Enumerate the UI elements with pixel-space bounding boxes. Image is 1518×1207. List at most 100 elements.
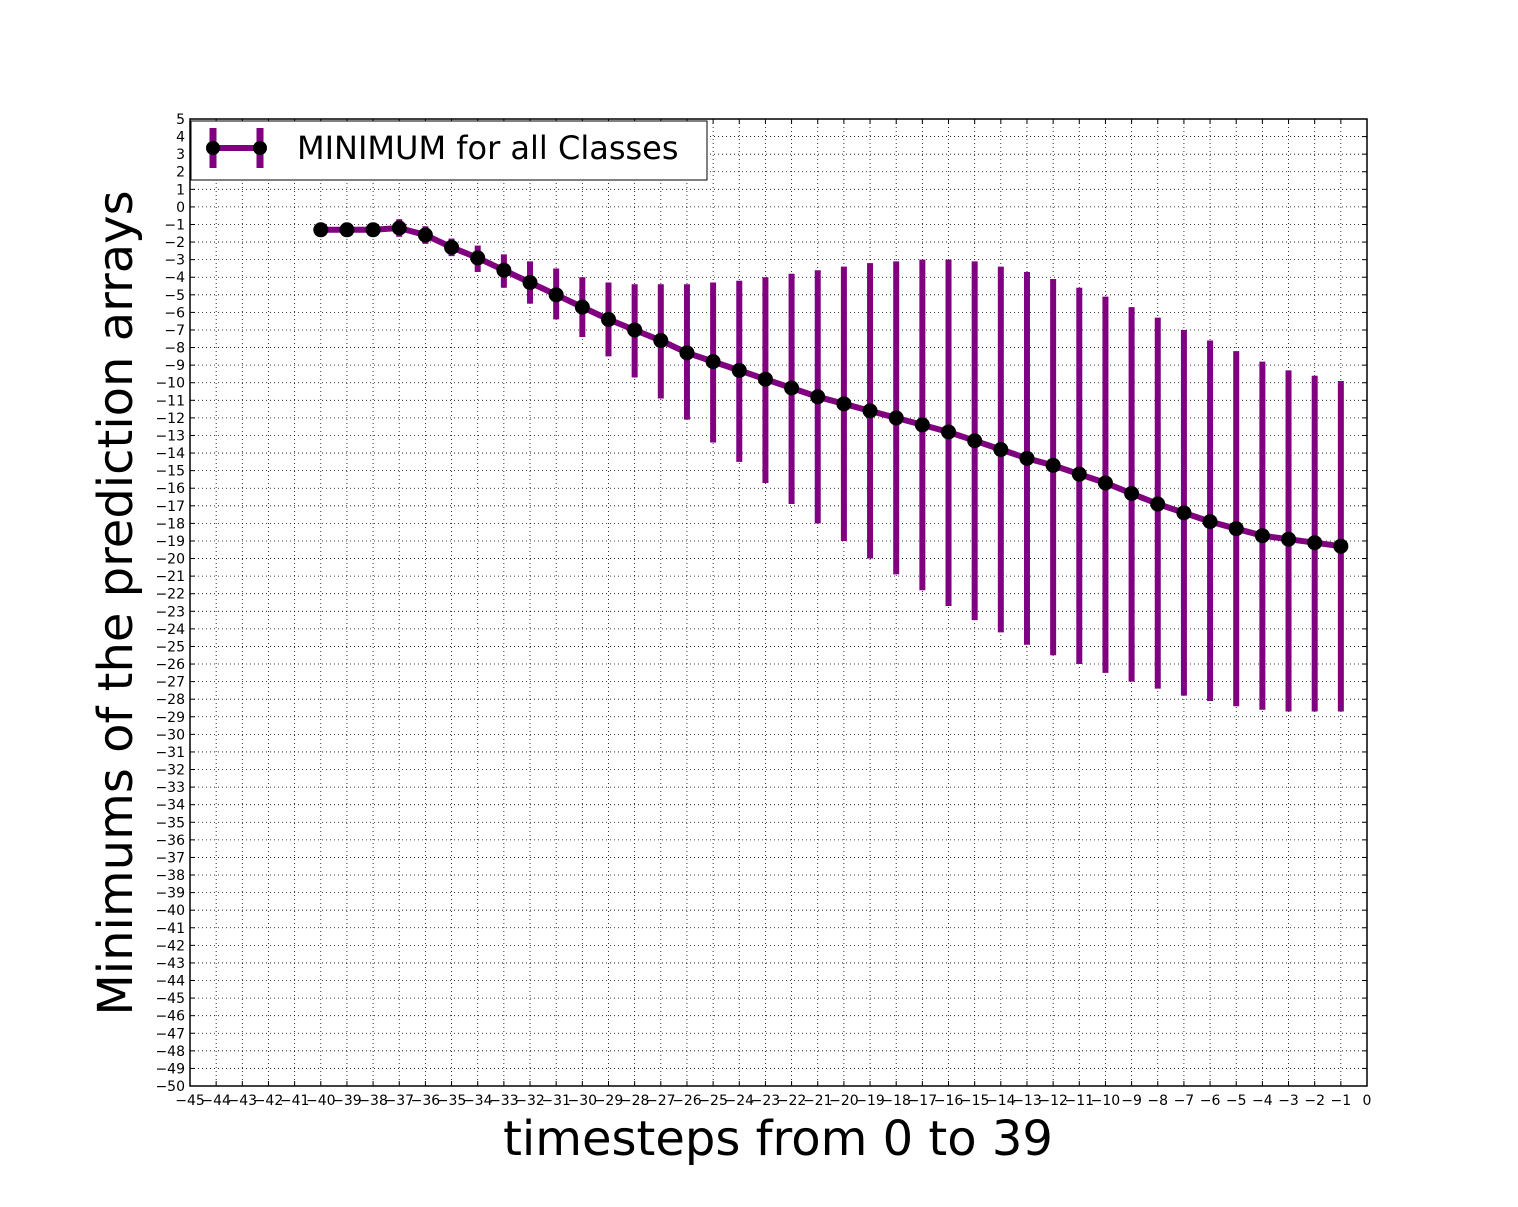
data-point [731, 362, 747, 378]
x-tick-label: −18 [881, 1093, 911, 1109]
data-point [993, 442, 1009, 458]
y-tick-label: −48 [155, 1044, 185, 1060]
data-point [496, 262, 512, 278]
data-point [1176, 505, 1192, 521]
y-tick-label: −22 [155, 587, 185, 603]
data-point [784, 380, 800, 396]
y-tick-label: −40 [155, 903, 185, 919]
y-tick-label: −39 [155, 886, 185, 902]
y-tick-label: −4 [164, 270, 185, 286]
data-point [1045, 457, 1061, 473]
x-tick-label: −7 [1174, 1093, 1195, 1109]
x-tick-label: −29 [594, 1093, 624, 1109]
y-tick-label: −44 [155, 974, 185, 990]
y-tick-label: −36 [155, 833, 185, 849]
x-tick-label: −14 [986, 1093, 1016, 1109]
y-tick-label: −47 [155, 1026, 185, 1042]
x-tick-label: −19 [855, 1093, 885, 1109]
data-point [1281, 531, 1297, 547]
y-tick-label: −38 [155, 868, 185, 884]
x-tick-label: −13 [1012, 1093, 1042, 1109]
y-tick-label: −32 [155, 763, 185, 779]
plot-background [190, 119, 1367, 1086]
y-tick-labels: 5 43 21 0−1 −2 −3−4 −5−6 −7 −8−9 −10−11 −12−13 −14 −… [155, 112, 185, 1095]
y-tick-label: −8 [164, 341, 185, 357]
data-point [600, 311, 616, 327]
x-tick-label: −22 [777, 1093, 807, 1109]
data-point [914, 417, 930, 433]
data-point [444, 239, 460, 255]
y-tick-label: −17 [155, 499, 185, 515]
plot-frame [189, 118, 1368, 1087]
data-point [967, 433, 983, 449]
y-tick-label: −29 [155, 710, 185, 726]
y-tick-label: 0 [176, 200, 185, 216]
data-point [339, 222, 355, 238]
data-point [1097, 475, 1113, 491]
x-tick-label: −34 [463, 1093, 493, 1109]
y-tick-label: −16 [155, 481, 185, 497]
data-point [391, 220, 407, 236]
data-point [365, 222, 381, 238]
y-tick-label: −3 [164, 253, 185, 269]
x-tick-label: −39 [332, 1093, 362, 1109]
legend-marker-icon [206, 141, 220, 155]
data-markers [313, 220, 1349, 554]
data-point [653, 333, 669, 349]
data-point [470, 250, 486, 266]
x-tick-label: −2 [1304, 1093, 1325, 1109]
x-tick-label: −6 [1200, 1093, 1221, 1109]
data-point [574, 299, 590, 315]
y-tick-label: −2 [164, 235, 185, 251]
data-point [417, 227, 433, 243]
x-tick-label: −20 [829, 1093, 859, 1109]
data-point [313, 222, 329, 238]
data-point [888, 410, 904, 426]
x-tick-label: −3 [1278, 1093, 1299, 1109]
series-line-group [320, 225, 1342, 550]
x-tick-label: −25 [698, 1093, 728, 1109]
y-tick-label: −50 [155, 1079, 185, 1095]
data-point [522, 275, 538, 291]
x-tick-label: −31 [541, 1093, 571, 1109]
y-tick-label: −14 [155, 446, 185, 462]
x-tick-label: −44 [201, 1093, 231, 1109]
x-axis-title: timesteps from 0 to 39 [503, 1111, 1053, 1167]
y-tick-label: −9 [164, 358, 185, 374]
x-tick-label: −24 [724, 1093, 754, 1109]
data-point [1124, 485, 1140, 501]
y-tick-label: 1 [176, 182, 185, 198]
x-tick-label: −10 [1091, 1093, 1121, 1109]
y-tick-label: −10 [155, 376, 185, 392]
x-tick-label: −17 [908, 1093, 938, 1109]
y-tick-label: −23 [155, 604, 185, 620]
data-point [705, 354, 721, 370]
x-tick-label: −1 [1331, 1093, 1352, 1109]
data-point [1019, 450, 1035, 466]
y-tick-label: −41 [155, 921, 185, 937]
x-tick-label: 0 [1363, 1093, 1372, 1109]
y-tick-label: −31 [155, 745, 185, 761]
x-tick-label: −27 [646, 1093, 676, 1109]
x-tick-label: −16 [934, 1093, 964, 1109]
y-tick-label: −12 [155, 411, 185, 427]
y-tick-label: −7 [164, 323, 185, 339]
y-tick-label: −27 [155, 675, 185, 691]
x-tick-label: −23 [751, 1093, 781, 1109]
x-tick-label: −15 [960, 1093, 990, 1109]
data-point [1333, 538, 1349, 554]
x-tick-label: −43 [228, 1093, 258, 1109]
data-point [757, 371, 773, 387]
x-tick-label: −41 [280, 1093, 310, 1109]
data-point [810, 389, 826, 405]
y-tick-label: −42 [155, 938, 185, 954]
y-tick-label: −15 [155, 464, 185, 480]
plot-area [189, 118, 1368, 1087]
y-tick-label: −33 [155, 780, 185, 796]
data-point [836, 396, 852, 412]
x-tick-label: −12 [1038, 1093, 1068, 1109]
x-tick-label: −36 [411, 1093, 441, 1109]
x-tick-label: −33 [489, 1093, 519, 1109]
data-point [679, 345, 695, 361]
x-tick-label: −8 [1147, 1093, 1168, 1109]
